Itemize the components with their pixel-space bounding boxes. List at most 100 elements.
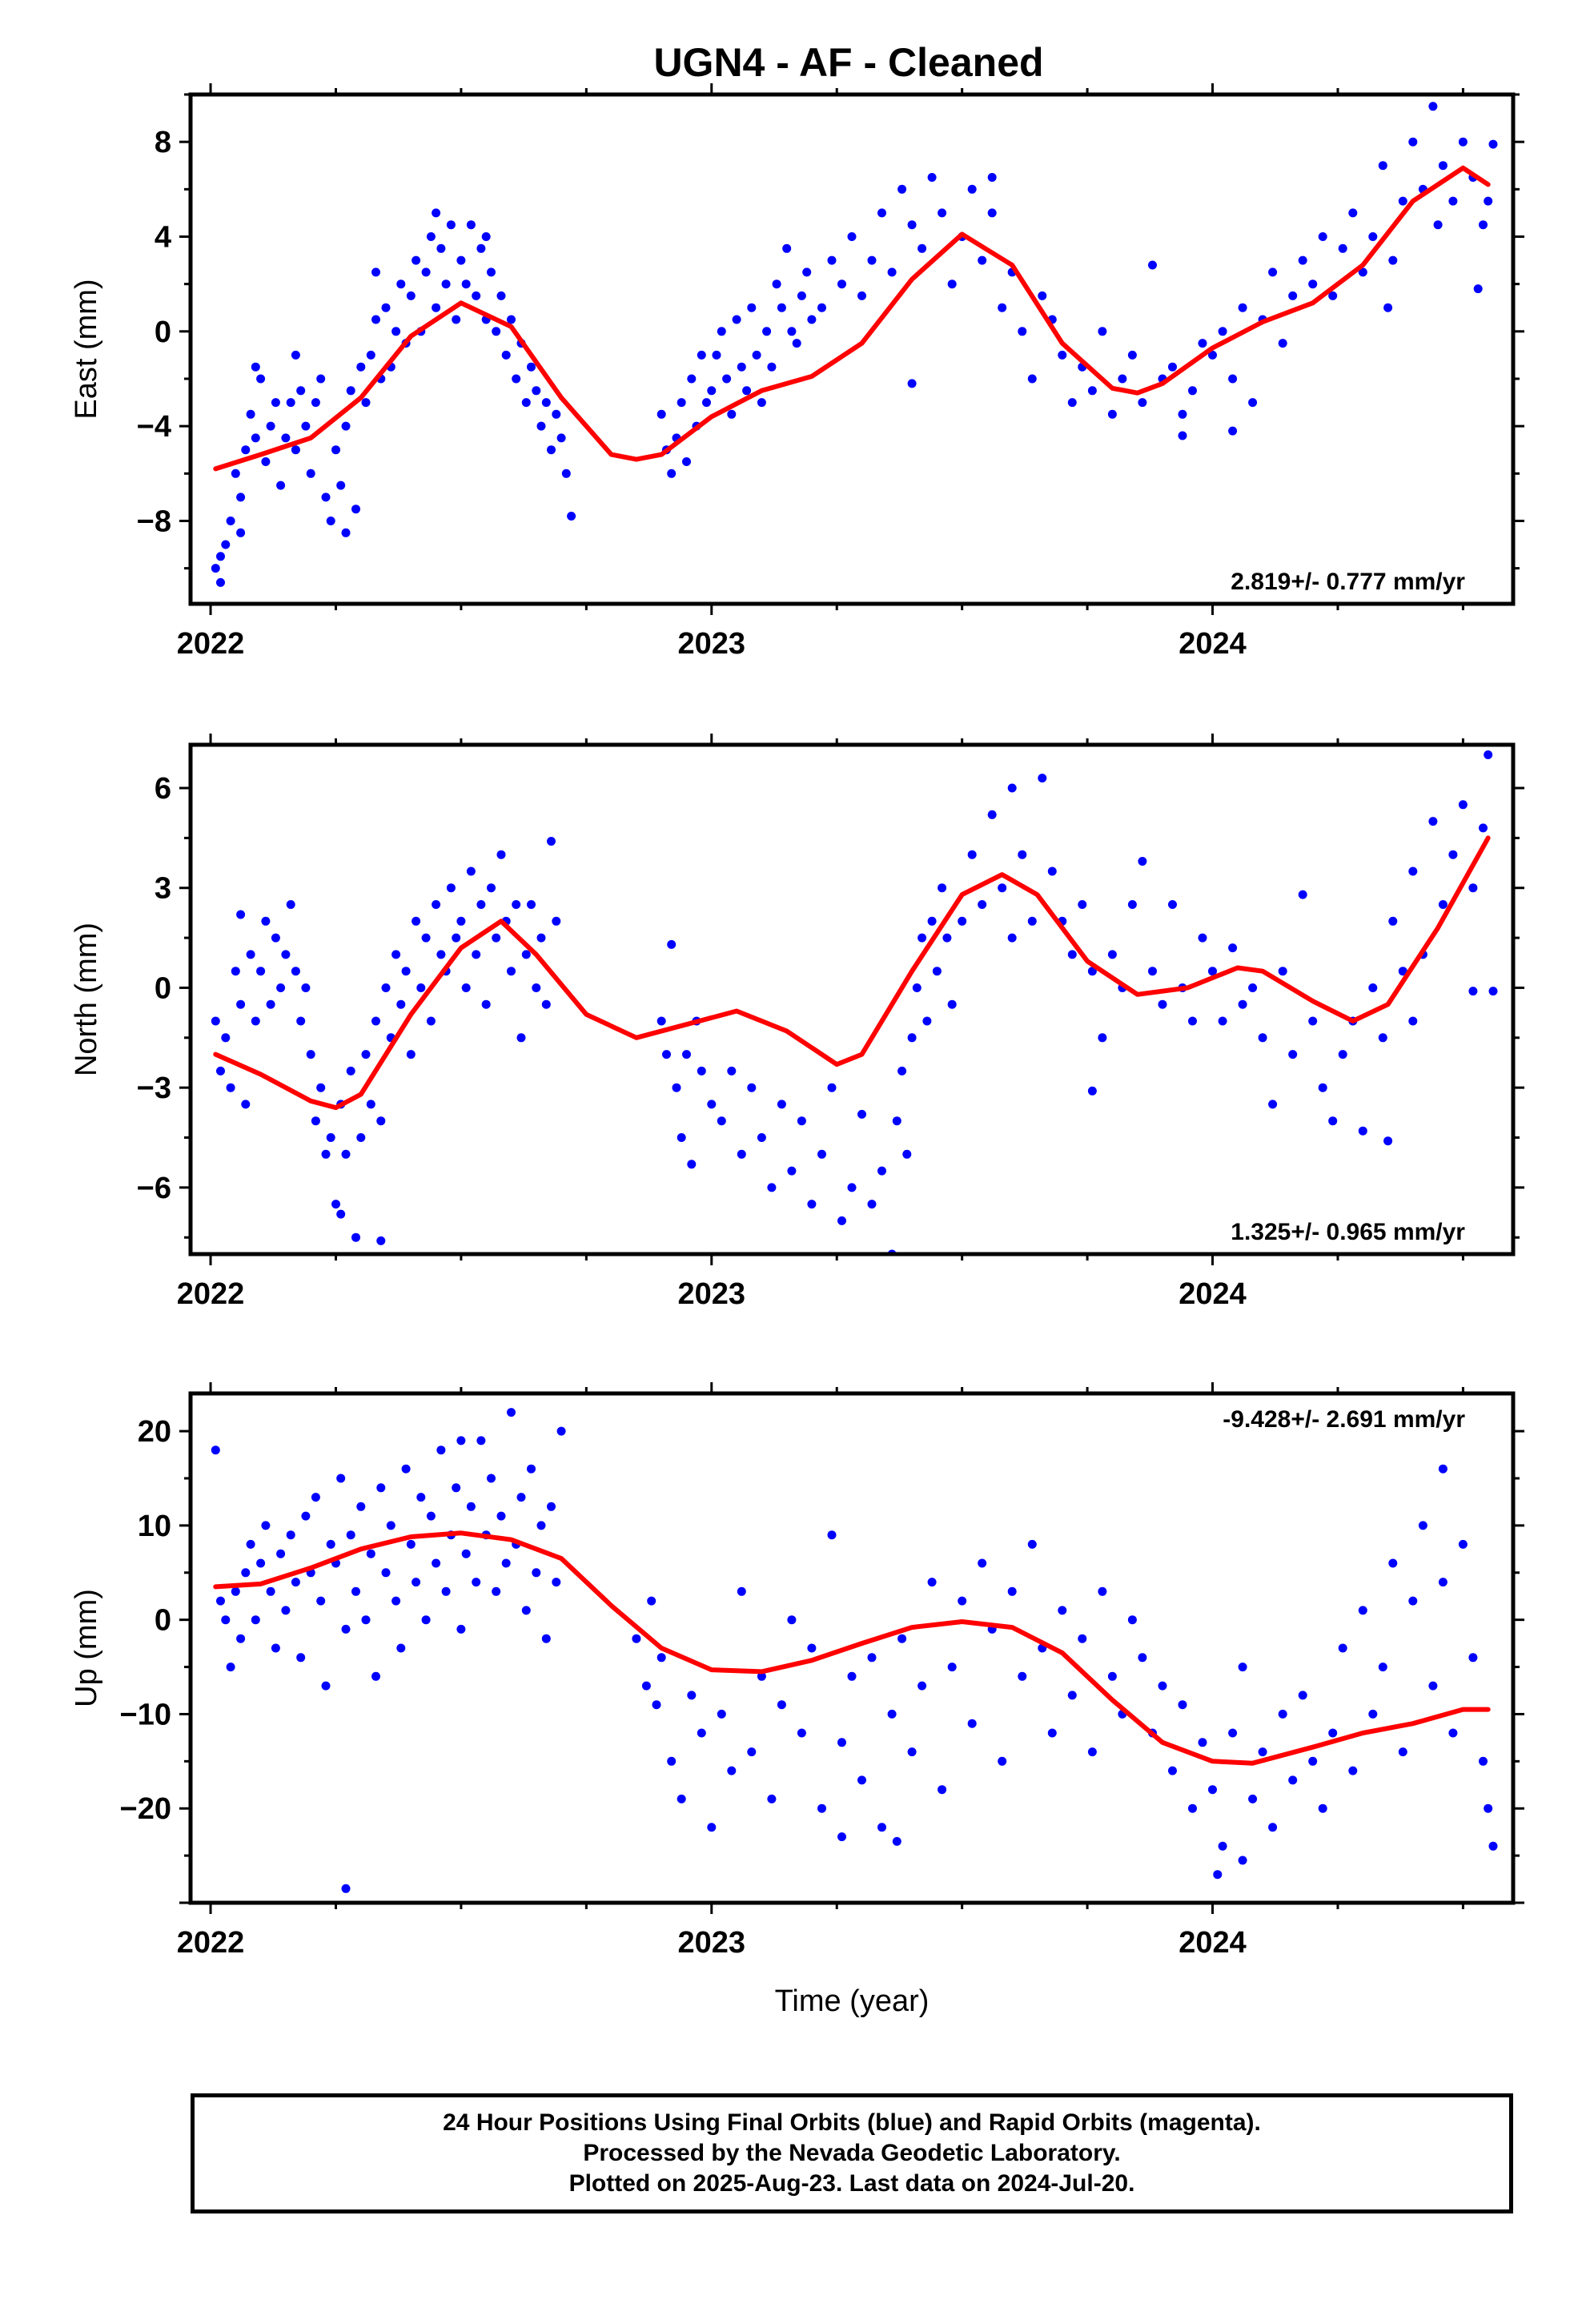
up-point-65 xyxy=(536,1521,546,1530)
north-point-158 xyxy=(1398,967,1407,976)
north-ytick-label--6: −6 xyxy=(137,1172,171,1205)
east-point-114 xyxy=(847,232,857,241)
up-ylabel: Up (mm) xyxy=(70,1589,103,1707)
up-point-75 xyxy=(652,1700,661,1710)
up-point-36 xyxy=(391,1596,401,1606)
north-point-111 xyxy=(947,999,957,1009)
up-point-110 xyxy=(998,1756,1007,1766)
north-point-62 xyxy=(521,950,531,959)
up-point-82 xyxy=(717,1709,726,1719)
north-point-50 xyxy=(461,983,471,992)
north-point-97 xyxy=(867,1200,877,1209)
east-ytick-label--8: −8 xyxy=(137,505,171,538)
north-ytick-label-0: 0 xyxy=(155,971,171,1005)
up-point-39 xyxy=(406,1539,416,1549)
north-point-72 xyxy=(656,1016,666,1026)
north-point-154 xyxy=(1358,1126,1367,1136)
up-point-44 xyxy=(432,1558,441,1568)
north-point-165 xyxy=(1468,883,1478,893)
east-point-50 xyxy=(461,279,471,289)
north-point-164 xyxy=(1458,800,1468,810)
north-point-143 xyxy=(1248,983,1258,992)
north-point-133 xyxy=(1168,900,1177,909)
north-point-65 xyxy=(536,933,546,943)
north-point-141 xyxy=(1228,943,1238,953)
east-point-66 xyxy=(541,398,551,408)
east-point-88 xyxy=(697,350,706,360)
north-point-107 xyxy=(927,916,937,926)
east-point-31 xyxy=(366,350,375,360)
east-point-72 xyxy=(216,552,225,561)
up-point-142 xyxy=(1298,1691,1307,1700)
up-point-42 xyxy=(421,1615,431,1625)
up-point-64 xyxy=(532,1568,541,1578)
east-point-121 xyxy=(917,243,927,253)
up-point-69 xyxy=(556,1426,566,1436)
east-point-166 xyxy=(1348,208,1358,218)
north-plot-area xyxy=(211,750,1498,1254)
east-point-168 xyxy=(1368,232,1378,241)
up-point-46 xyxy=(441,1586,451,1596)
east-point-47 xyxy=(446,220,456,230)
up-point-157 xyxy=(1448,1728,1458,1738)
north-point-93 xyxy=(827,1083,837,1092)
east-point-127 xyxy=(978,255,987,265)
up-point-41 xyxy=(416,1493,426,1502)
north-point-156 xyxy=(1378,1033,1387,1043)
north-point-28 xyxy=(351,1232,360,1242)
up-point-95 xyxy=(847,1671,857,1681)
north-point-161 xyxy=(1428,817,1438,826)
north-point-38 xyxy=(401,967,411,976)
east-point-40 xyxy=(412,255,421,265)
north-point-89 xyxy=(787,1166,797,1176)
north-point-6 xyxy=(241,1100,251,1109)
up-point-5 xyxy=(236,1634,246,1643)
north-point-43 xyxy=(426,1016,436,1026)
north-point-29 xyxy=(356,1133,366,1142)
north-point-48 xyxy=(452,933,461,943)
north-point-147 xyxy=(1288,1050,1298,1059)
east-point-115 xyxy=(857,291,866,300)
east-frame xyxy=(188,92,1516,606)
north-point-18 xyxy=(301,983,311,992)
east-point-105 xyxy=(782,243,792,253)
up-point-116 xyxy=(1058,1606,1067,1615)
east-point-182 xyxy=(1473,284,1483,294)
up-point-3 xyxy=(226,1663,235,1672)
east-ytick-label-8: 8 xyxy=(155,126,171,159)
up-point-72 xyxy=(632,1634,641,1643)
up-point-104 xyxy=(938,1785,947,1795)
up-point-51 xyxy=(466,1502,476,1511)
up-point-62 xyxy=(521,1606,531,1615)
north-point-85 xyxy=(747,1083,757,1092)
up-point-89 xyxy=(787,1615,797,1625)
east-point-113 xyxy=(837,279,846,289)
north-point-87 xyxy=(767,1183,777,1192)
east-point-82 xyxy=(667,468,677,478)
east-point-129 xyxy=(998,303,1007,312)
east-point-96 xyxy=(737,362,746,372)
east-point-185 xyxy=(1383,303,1393,312)
up-point-158 xyxy=(1458,1539,1468,1549)
east-point-11 xyxy=(266,421,275,431)
north-ytick-label-3: 3 xyxy=(155,872,171,906)
north-fit-line xyxy=(213,835,1491,1111)
east-point-155 xyxy=(1238,303,1247,312)
up-point-88 xyxy=(777,1700,786,1710)
north-point-7 xyxy=(246,950,255,959)
north-point-109 xyxy=(938,883,947,893)
east-point-45 xyxy=(436,243,446,253)
east-point-52 xyxy=(472,291,481,300)
north-point-27 xyxy=(346,1066,355,1076)
north-point-105 xyxy=(917,933,927,943)
east-point-152 xyxy=(1208,350,1217,360)
north-point-17 xyxy=(296,1016,306,1026)
east-point-131 xyxy=(1018,327,1027,336)
north-point-151 xyxy=(1328,1116,1338,1126)
up-point-143 xyxy=(1308,1756,1318,1766)
up-point-76 xyxy=(656,1653,666,1663)
up-point-50 xyxy=(461,1549,471,1558)
up-point-146 xyxy=(1338,1643,1347,1653)
north-point-5 xyxy=(236,999,246,1009)
up-point-99 xyxy=(887,1709,897,1719)
